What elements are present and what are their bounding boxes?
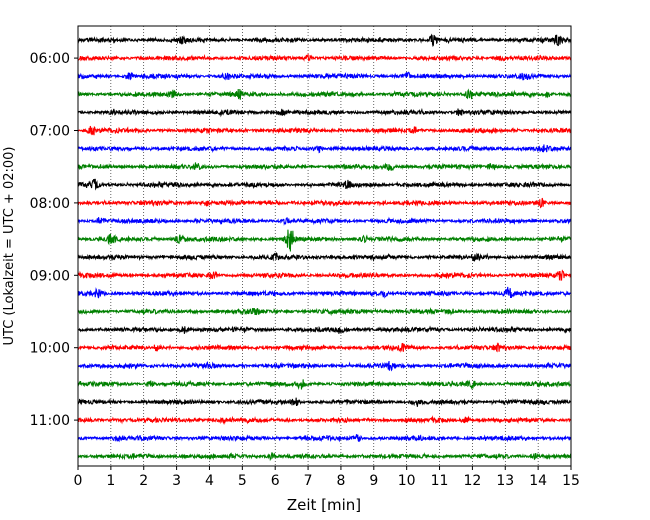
- trace-line: [77, 107, 572, 118]
- trace-line: [77, 415, 572, 426]
- x-tick-label: 0: [74, 473, 83, 489]
- x-tick-label: 1: [106, 473, 115, 489]
- x-axis: 0 1 2 3 4 5 6 7 8 9 10 11 12 13 14 15: [74, 466, 580, 489]
- x-tick-label: 5: [238, 473, 247, 489]
- trace-line: [77, 88, 572, 100]
- x-tick-label: 14: [529, 473, 547, 489]
- trace-line: [77, 360, 572, 372]
- trace-line: [77, 162, 572, 171]
- trace-line: [77, 33, 572, 47]
- y-tick-label: 06:00: [30, 51, 70, 67]
- y-tick-label: 10:00: [30, 341, 70, 357]
- y-axis: 06:00 07:00 08:00 09:00 10:00 11:00: [30, 51, 78, 429]
- y-tick-label: 11:00: [30, 413, 70, 429]
- trace-line: [77, 269, 572, 281]
- x-tick-label: 15: [562, 473, 580, 489]
- trace-line: [77, 252, 572, 262]
- trace-line: [77, 197, 572, 209]
- x-tick-label: 8: [336, 473, 345, 489]
- trace-line: [77, 397, 572, 407]
- trace-line: [77, 229, 572, 252]
- trace-line: [77, 325, 572, 334]
- trace-line: [77, 178, 572, 191]
- trace-line: [77, 379, 572, 391]
- traces: [77, 33, 572, 462]
- x-tick-label: 7: [304, 473, 313, 489]
- trace-line: [77, 307, 572, 317]
- trace-line: [77, 71, 572, 81]
- trace-line: [77, 286, 572, 299]
- y-tick-label: 07:00: [30, 124, 70, 140]
- x-tick-label: 13: [496, 473, 514, 489]
- x-tick-label: 9: [369, 473, 378, 489]
- trace-line: [77, 125, 572, 136]
- x-tick-label: 12: [463, 473, 481, 489]
- trace-line: [77, 144, 572, 154]
- trace-line: [77, 342, 572, 353]
- y-tick-label: 08:00: [30, 196, 70, 212]
- y-axis-label: UTC (Lokalzeit = UTC + 02:00): [2, 147, 17, 346]
- grid-lines: [110, 26, 539, 466]
- trace-line: [77, 216, 572, 226]
- trace-line: [77, 452, 572, 462]
- x-axis-label: Zeit [min]: [287, 496, 361, 514]
- trace-line: [77, 434, 572, 443]
- x-tick-label: 3: [172, 473, 181, 489]
- x-tick-label: 10: [398, 473, 416, 489]
- y-tick-label: 09:00: [30, 268, 70, 284]
- x-tick-label: 11: [431, 473, 449, 489]
- trace-line: [77, 53, 572, 62]
- x-tick-label: 2: [139, 473, 148, 489]
- x-tick-label: 4: [205, 473, 214, 489]
- x-tick-label: 6: [271, 473, 280, 489]
- plot-frame: [77, 25, 572, 467]
